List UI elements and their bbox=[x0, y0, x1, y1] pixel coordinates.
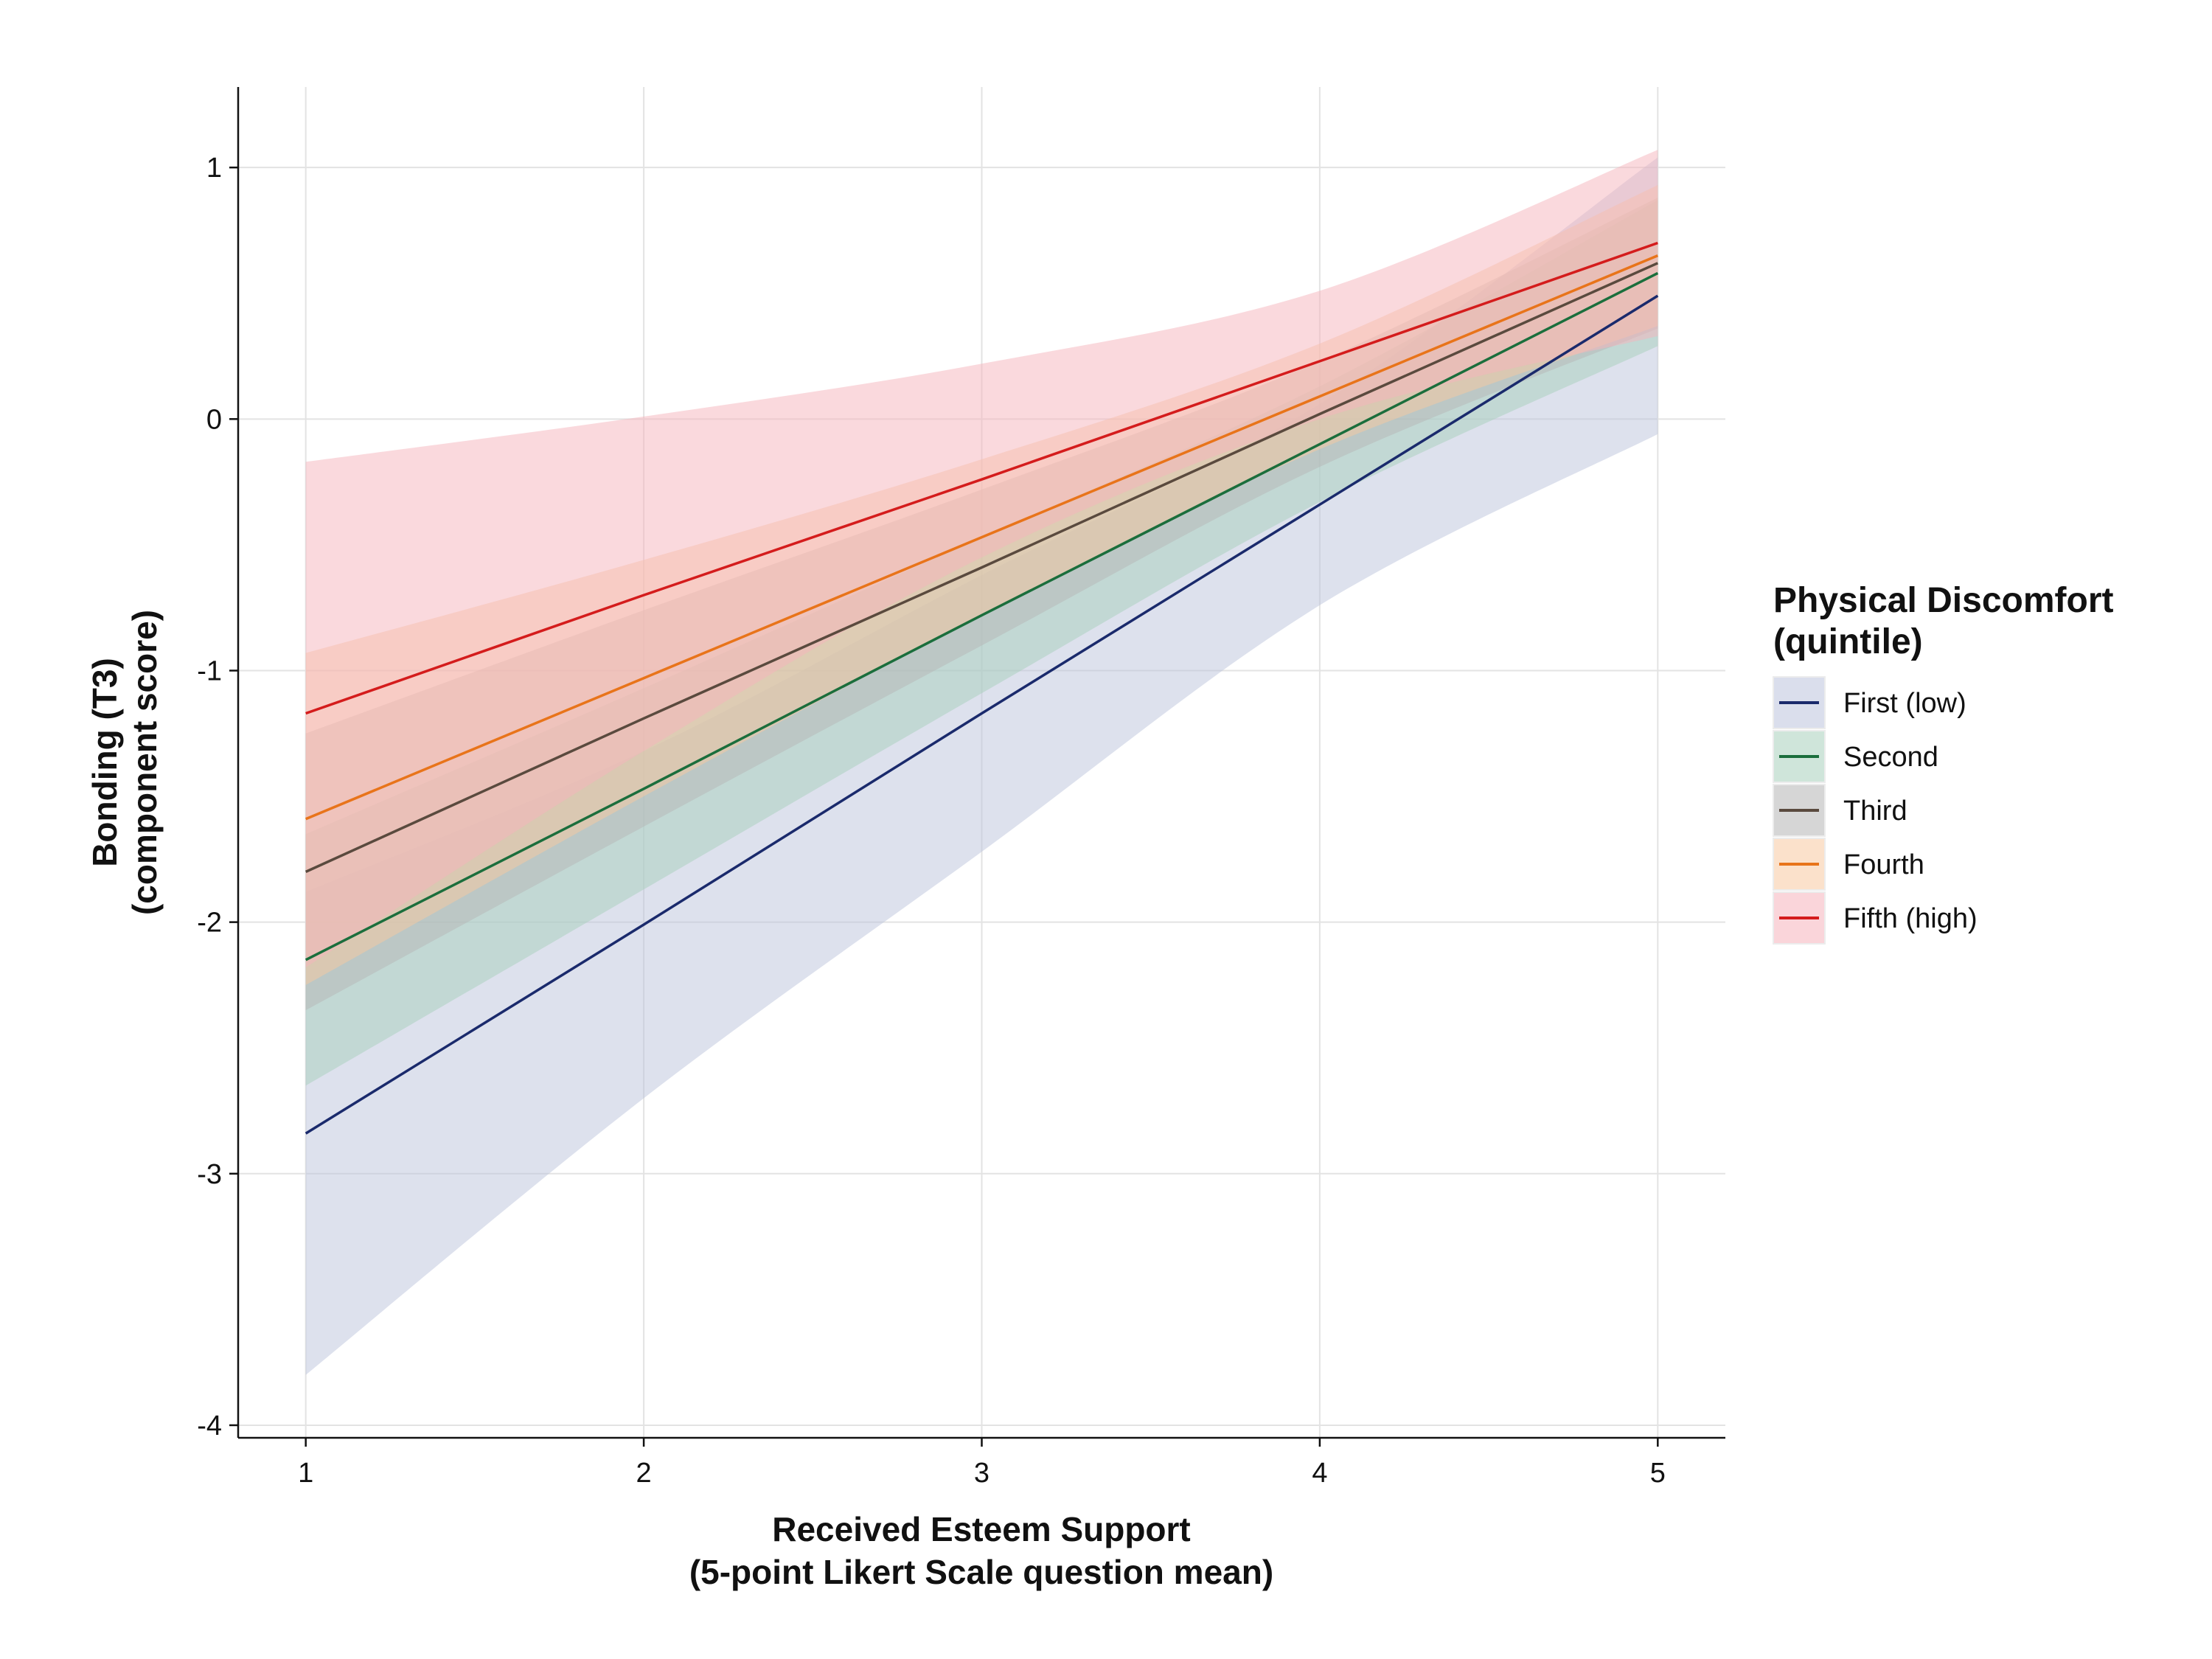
legend-label-4: Fourth bbox=[1843, 849, 1924, 880]
legend-label-3: Third bbox=[1843, 796, 1907, 827]
y-tick-label: 1 bbox=[206, 153, 222, 184]
y-tick-label: -3 bbox=[197, 1159, 222, 1190]
x-tick-label: 5 bbox=[1650, 1458, 1666, 1489]
y-axis-title: Bonding (T3) bbox=[86, 658, 124, 867]
legend-title-line1: Physical Discomfort bbox=[1773, 581, 2114, 620]
legend-items: First (low) Second Third Fourth Fifth (high) bbox=[1773, 677, 1978, 944]
legend: Physical Discomfort (quintile) First (lo… bbox=[1773, 581, 2114, 944]
x-tick-label: 1 bbox=[298, 1458, 313, 1489]
y-tick-label: -4 bbox=[197, 1411, 222, 1441]
x-axis-title-line2: (5-point Likert Scale question mean) bbox=[689, 1553, 1273, 1591]
y-tick-label: -2 bbox=[197, 908, 222, 939]
legend-title-line2: (quintile) bbox=[1773, 622, 1923, 661]
x-tick-label: 3 bbox=[974, 1458, 990, 1489]
y-axis-title-line1: Bonding (T3) bbox=[86, 658, 124, 867]
legend-label-5: Fifth (high) bbox=[1843, 903, 1978, 934]
y-axis-title-line2: (component score) bbox=[125, 610, 164, 915]
x-tick-label: 2 bbox=[636, 1458, 652, 1489]
x-tick-label: 4 bbox=[1312, 1458, 1327, 1489]
y-axis-title-sub: (component score) bbox=[125, 610, 164, 915]
x-axis-title-line1: Received Esteem Support bbox=[772, 1510, 1191, 1548]
legend-label-2: Second bbox=[1843, 742, 1938, 773]
y-tick-label: 0 bbox=[206, 404, 222, 435]
y-tick-label: -1 bbox=[197, 655, 222, 686]
legend-label-1: First (low) bbox=[1843, 688, 1966, 719]
